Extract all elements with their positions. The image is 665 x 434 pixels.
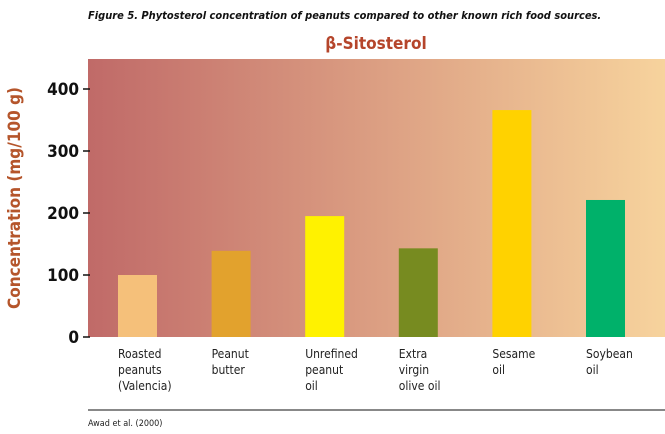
category-label: Roasted peanuts (Valencia) bbox=[118, 347, 172, 393]
chart-title: β-Sitosterol bbox=[325, 34, 426, 54]
bar bbox=[398, 248, 438, 337]
category-label: Sesame oil bbox=[492, 347, 535, 377]
bar bbox=[118, 275, 157, 337]
figure-caption: Figure 5. Phytosterol concentration of p… bbox=[88, 9, 601, 22]
y-tick-label: 100 bbox=[47, 266, 79, 286]
source-note: Awad et al. (2000) bbox=[88, 419, 162, 429]
bar bbox=[586, 199, 625, 337]
bar bbox=[211, 250, 251, 337]
category-label: Soybean oil bbox=[586, 347, 633, 377]
y-tick-label: 400 bbox=[47, 80, 79, 100]
y-tick-label: 200 bbox=[47, 204, 79, 224]
category-label: Peanut butter bbox=[212, 347, 249, 377]
y-tick-label: 0 bbox=[68, 328, 79, 348]
category-label: Unrefined peanut oil bbox=[305, 347, 358, 393]
category-label: Extra virgin olive oil bbox=[399, 347, 441, 393]
bar bbox=[305, 216, 345, 337]
y-tick-label: 300 bbox=[47, 142, 79, 162]
y-axis-label: Concentration (mg/100 g) bbox=[5, 87, 25, 309]
bar bbox=[492, 110, 532, 337]
plot-background bbox=[88, 59, 665, 337]
